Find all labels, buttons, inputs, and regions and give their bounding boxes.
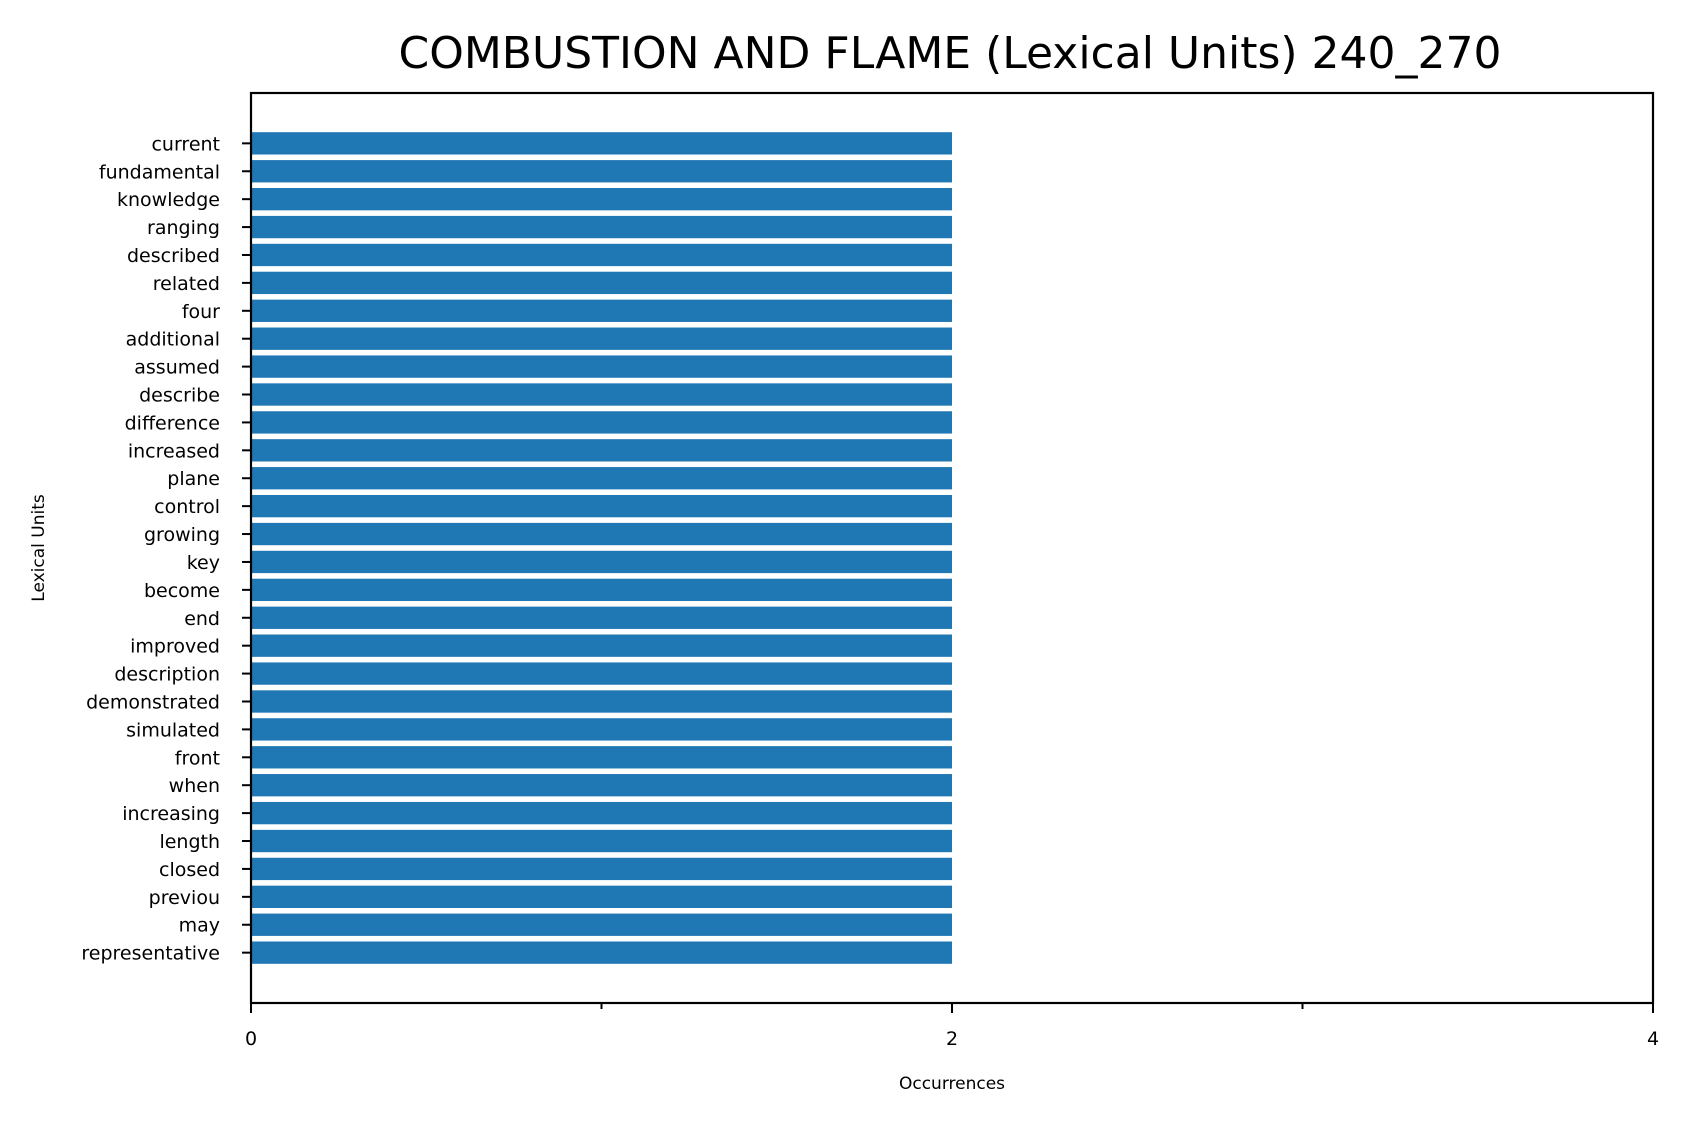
bar-closed: [251, 857, 952, 881]
bar-key: [251, 550, 952, 574]
bar-assumed: [251, 355, 952, 378]
bar-demonstrated: [251, 690, 952, 713]
bar-four: [251, 299, 952, 322]
bars-group: [251, 132, 952, 964]
bar-plane: [251, 467, 952, 490]
plot-frame: [249, 91, 1655, 1005]
x-axis-label: Occurrences: [899, 1074, 1005, 1094]
y-tick-label: representative: [81, 943, 220, 965]
x-axis-ticks: 0 2 4: [245, 1003, 1659, 1050]
y-tick-label: key: [187, 552, 220, 574]
bar-knowledge: [251, 188, 952, 211]
bar-improved: [251, 634, 952, 657]
bar-related: [251, 271, 952, 295]
y-tick-label: previou: [149, 887, 220, 909]
x-tick-label: 2: [946, 1028, 958, 1050]
y-tick-label: increased: [128, 440, 220, 462]
y-tick-label: growing: [144, 524, 220, 546]
y-tick-label: control: [154, 496, 220, 518]
bar-description: [251, 662, 952, 685]
y-tick-label: related: [153, 273, 220, 295]
bar-current: [251, 132, 952, 155]
y-tick-label: difference: [125, 412, 220, 434]
y-tick-label: knowledge: [117, 189, 220, 211]
y-tick-label: length: [159, 831, 220, 853]
y-tick-label: plane: [167, 468, 220, 490]
y-tick-label: may: [179, 915, 220, 937]
chart-title: COMBUSTION AND FLAME (Lexical Units) 240…: [398, 28, 1501, 79]
y-tick-label: become: [144, 580, 220, 602]
y-tick-label: ranging: [147, 217, 220, 239]
bar-representative: [251, 941, 952, 964]
bar-simulated: [251, 718, 952, 741]
y-axis-label: Lexical Units: [29, 494, 49, 602]
y-tick-label: end: [184, 608, 220, 630]
bar-end: [251, 606, 952, 629]
bar-described: [251, 243, 952, 267]
bar-previou: [251, 885, 952, 908]
bar-length: [251, 829, 952, 853]
bar-when: [251, 774, 952, 797]
y-tick-label: front: [175, 747, 220, 769]
x-tick-label: 0: [245, 1028, 257, 1050]
y-tick-label: increasing: [122, 803, 220, 825]
bar-increasing: [251, 801, 952, 825]
y-tick-label: when: [169, 775, 220, 797]
bar-may: [251, 913, 952, 936]
bar-describe: [251, 383, 952, 406]
bar-increased: [251, 439, 952, 462]
bar-additional: [251, 327, 952, 350]
y-tick-label: improved: [130, 636, 220, 658]
y-tick-label: simulated: [126, 719, 220, 741]
y-axis-ticks: current fundamental knowledge ranging descri…: [81, 133, 251, 965]
y-tick-label: described: [127, 245, 220, 267]
bar-become: [251, 578, 952, 602]
y-tick-label: demonstrated: [86, 691, 220, 713]
y-tick-label: fundamental: [99, 161, 220, 183]
bar-ranging: [251, 215, 952, 239]
y-tick-label: description: [114, 664, 220, 686]
bar-front: [251, 746, 952, 769]
bar-control: [251, 494, 952, 518]
bar-difference: [251, 411, 952, 434]
bar-fundamental: [251, 160, 952, 183]
bar-growing: [251, 522, 952, 546]
y-tick-label: describe: [139, 385, 220, 407]
y-tick-label: closed: [159, 859, 220, 881]
y-tick-label: assumed: [134, 357, 220, 379]
y-tick-label: additional: [126, 329, 220, 351]
x-tick-label: 4: [1647, 1028, 1659, 1050]
y-tick-label: four: [182, 301, 220, 323]
y-tick-label: current: [151, 133, 220, 155]
